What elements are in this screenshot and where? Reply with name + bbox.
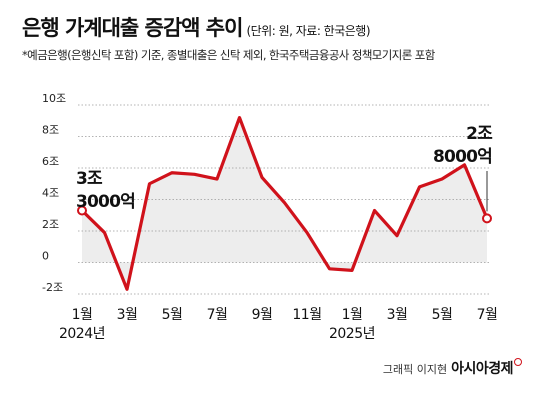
data-label: 8000억: [433, 147, 492, 167]
brand-mark-icon: [514, 358, 522, 366]
x-tick-label: 9월: [252, 307, 273, 323]
highlight-point: [77, 205, 87, 216]
x-tick-label: 1월: [342, 307, 363, 323]
data-label: 3000억: [76, 192, 135, 212]
series-line: [80, 115, 489, 291]
graphic-credit: 그래픽 이지현: [382, 363, 448, 376]
x-tick-label: 7월: [477, 307, 498, 323]
y-tick-label: 0: [42, 250, 49, 263]
y-tick-label: 8조: [42, 124, 59, 137]
x-tick-label: 7월: [207, 307, 228, 323]
footnote: *예금은행(은행신탁 포함) 기준, 종별대출은 신탁 제외, 한국주택금융공사…: [22, 48, 435, 62]
data-label: 3조: [76, 169, 103, 189]
x-tick-label: 11월: [292, 307, 321, 323]
unit-source: (단위: 원, 자료: 한국은행): [246, 24, 371, 38]
chart-header: 은행 가계대출 증감액 추이 (단위: 원, 자료: 한국은행): [22, 12, 371, 42]
y-tick-label: 2조: [42, 218, 59, 231]
chart-title: 은행 가계대출 증감액 추이: [22, 16, 243, 40]
x-tick-label: 3월: [117, 307, 138, 323]
x-tick-label: 1월: [72, 307, 93, 323]
highlight-point: [482, 213, 492, 224]
x-tick-label: 5월: [432, 307, 453, 323]
x-tick-label: 5월: [162, 307, 183, 323]
y-tick-label: -2조: [42, 281, 63, 294]
y-tick-label: 10조: [42, 92, 66, 105]
x-tick-year-label: 2024년: [59, 326, 105, 342]
x-tick-label: 3월: [387, 307, 408, 323]
y-tick-label: 6조: [42, 155, 59, 168]
data-label: 2조: [466, 124, 493, 144]
credit: 그래픽 이지현 아시아경제: [383, 358, 522, 378]
y-tick-label: 4조: [42, 187, 59, 200]
x-tick-year-label: 2025년: [329, 326, 375, 342]
brand-logo: 아시아경제: [451, 361, 513, 377]
